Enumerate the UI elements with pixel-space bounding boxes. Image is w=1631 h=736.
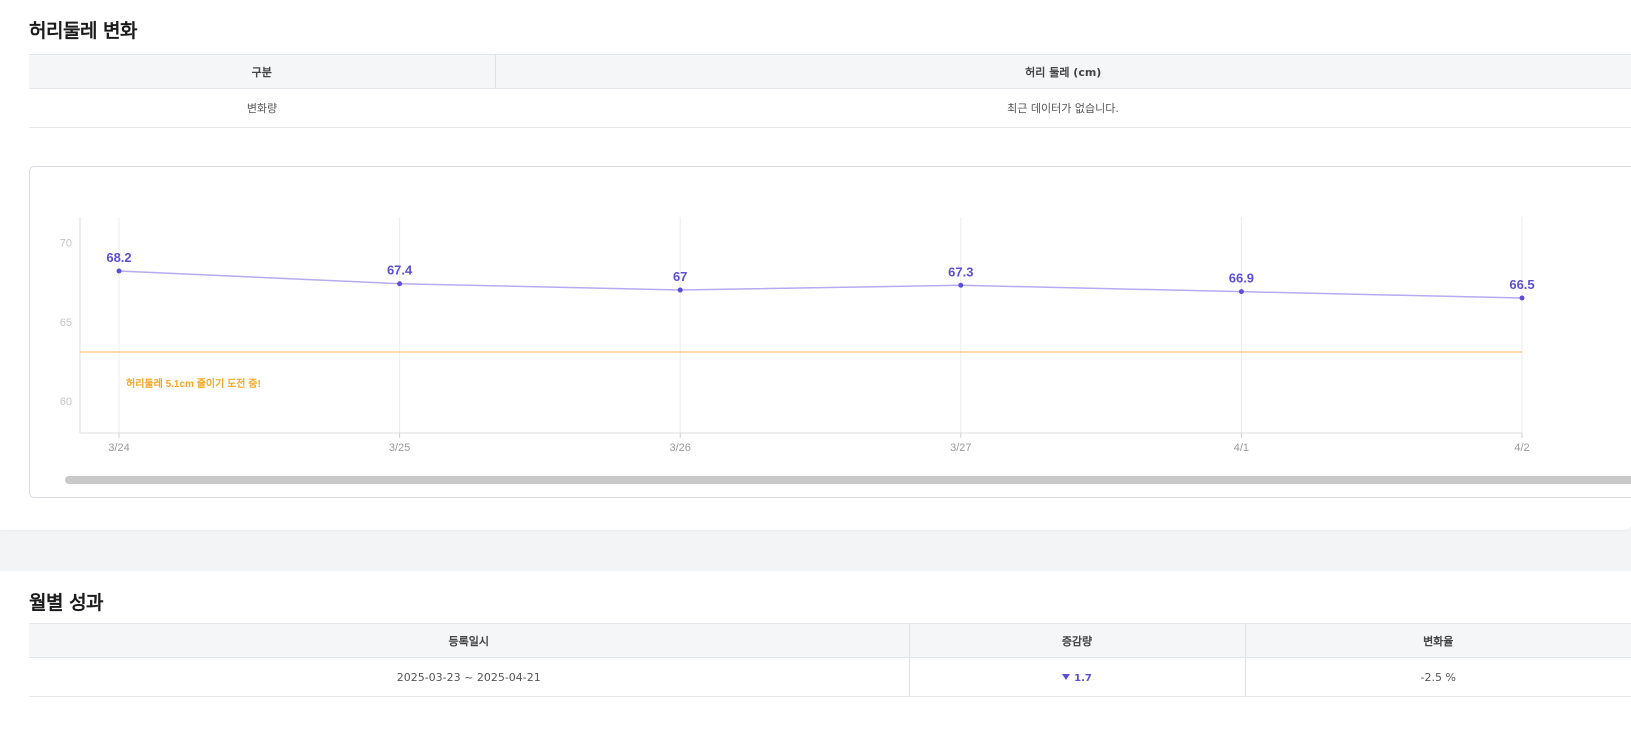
data-label: 68.2 <box>106 250 131 265</box>
goal-label: 허리둘레 5.1cm 줄이기 도전 중! <box>126 377 261 390</box>
data-point <box>1519 295 1525 301</box>
chart-horizontal-scrollbar[interactable] <box>65 476 1631 484</box>
y-tick-label: 65 <box>60 317 72 329</box>
waist-chart: 3/24 3/25 3/26 3/27 4/1 4/2 70 65 60 허리둘레 5.1cm … <box>29 166 1631 498</box>
x-tick-label: 3/25 <box>389 442 410 454</box>
table-row: 2025-03-23 ~ 2025-04-21 1.7 -2.5 % <box>29 657 1631 697</box>
header-waist: 허리 둘레 (cm) <box>494 54 1631 89</box>
y-tick-label: 60 <box>60 396 72 408</box>
waist-panel: 허리둘레 변화 구분 허리 둘레 (cm) 변화량 최근 데이터가 없습니다. … <box>0 0 1631 530</box>
delta-value: 1.7 <box>1074 672 1092 684</box>
monthly-table: 등록일시 증감량 변화율 2025-03-23 ~ 2025-04-21 1.7… <box>29 623 1631 697</box>
data-label: 66.5 <box>1509 277 1534 292</box>
y-tick-label: 70 <box>60 237 72 249</box>
data-label: 67.4 <box>387 263 413 278</box>
header-rate: 변화율 <box>1244 623 1631 658</box>
row-label-change: 변화량 <box>29 88 495 128</box>
row-empty-message: 최근 데이터가 없습니다. <box>495 88 1631 128</box>
data-point <box>1238 289 1244 295</box>
header-delta: 증감량 <box>908 623 1245 658</box>
x-tick-label: 3/26 <box>669 442 690 454</box>
waist-table: 구분 허리 둘레 (cm) 변화량 최근 데이터가 없습니다. <box>29 54 1631 128</box>
series-line <box>118 270 1523 299</box>
table-row: 변화량 최근 데이터가 없습니다. <box>29 88 1631 128</box>
down-triangle-icon <box>1062 673 1071 680</box>
data-point <box>677 287 683 293</box>
x-tick-label: 3/27 <box>950 442 971 454</box>
waist-line-chart: 3/24 3/25 3/26 3/27 4/1 4/2 70 65 60 허리둘레 5.1cm … <box>60 217 1535 454</box>
header-category: 구분 <box>29 54 495 89</box>
delta-cell: 1.7 <box>908 657 1245 697</box>
header-registered-at: 등록일시 <box>29 623 909 658</box>
monthly-section-title: 월별 성과 <box>29 592 104 614</box>
data-point <box>116 268 122 274</box>
rate-cell: -2.5 % <box>1244 657 1631 697</box>
waist-section-title: 허리둘레 변화 <box>29 20 138 42</box>
data-label: 67 <box>673 269 687 284</box>
data-point <box>397 281 403 287</box>
period-cell: 2025-03-23 ~ 2025-04-21 <box>29 657 909 697</box>
data-label: 67.3 <box>948 264 973 279</box>
x-tick-label: 4/1 <box>1234 442 1249 454</box>
monthly-panel: 월별 성과 등록일시 증감량 변화율 2025-03-23 ~ 2025-04-… <box>0 571 1631 736</box>
data-point <box>958 282 964 288</box>
x-tick-label: 3/24 <box>108 442 129 454</box>
x-tick-label: 4/2 <box>1514 442 1529 454</box>
data-label: 66.9 <box>1229 271 1254 286</box>
